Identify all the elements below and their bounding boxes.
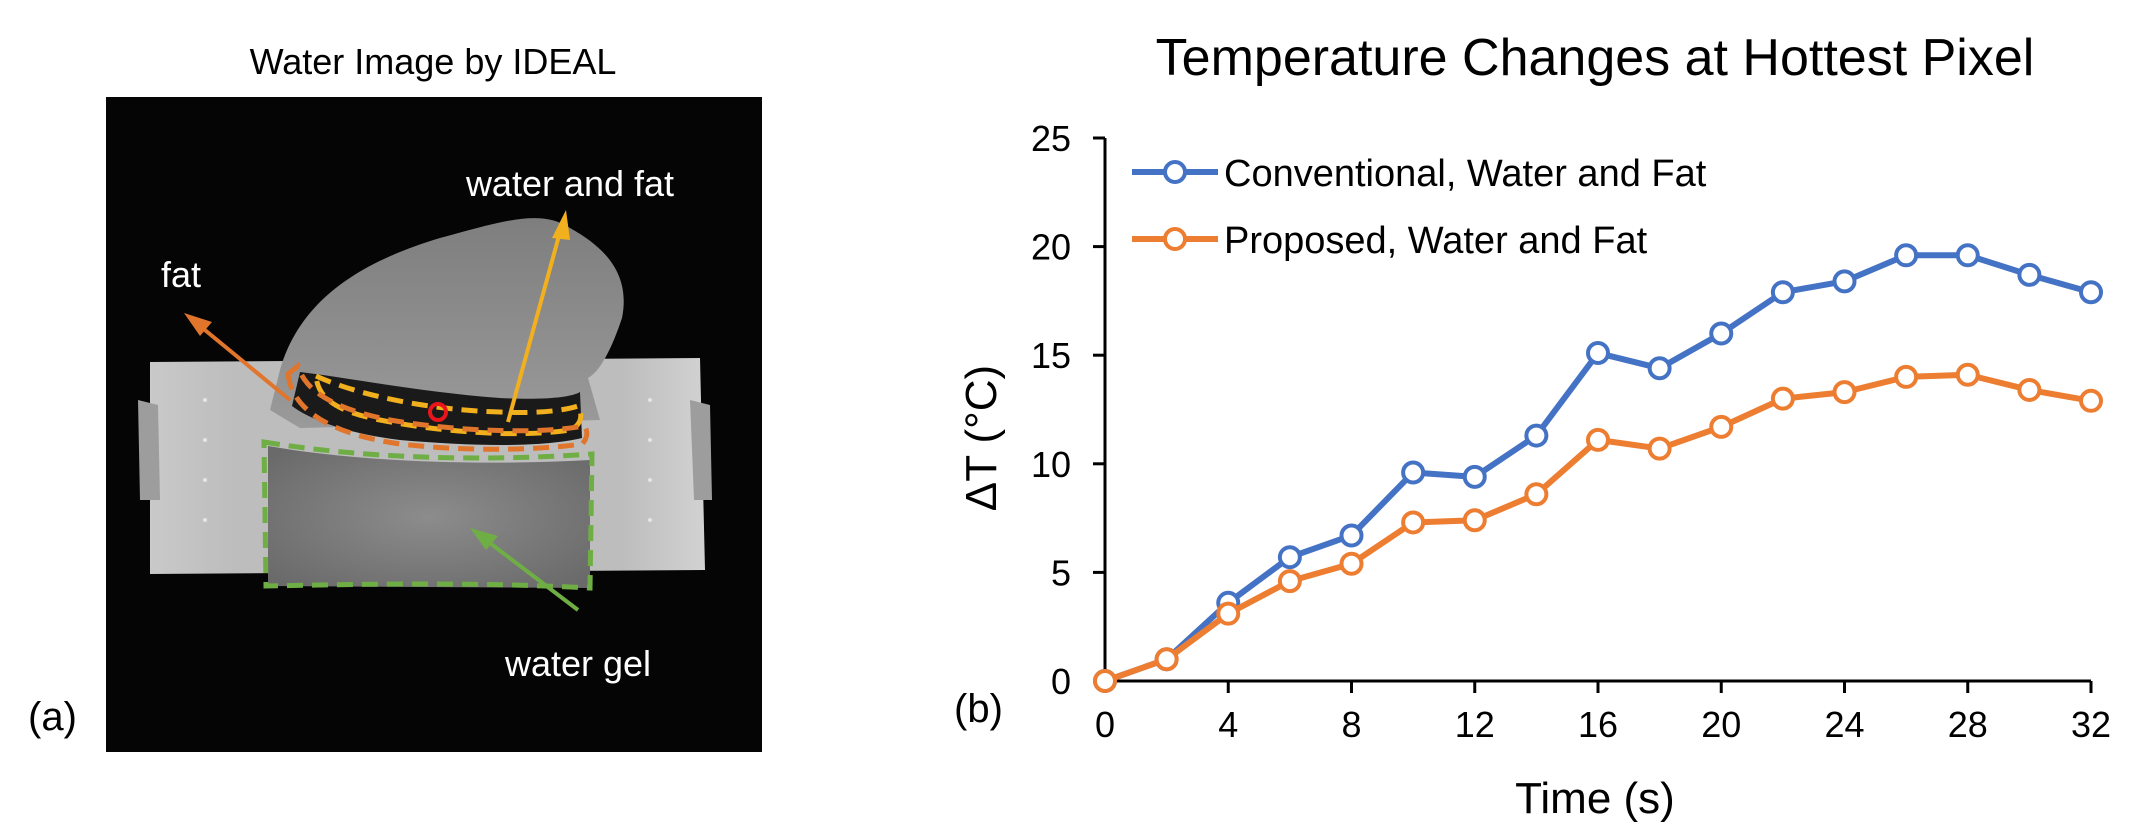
series-point xyxy=(1401,510,1426,535)
mri-slab-left-edge xyxy=(138,400,160,500)
arrow-water-gel xyxy=(470,528,580,612)
arrow-fat xyxy=(184,313,292,402)
mri-dot xyxy=(648,478,652,482)
series-point xyxy=(1586,341,1610,366)
arrow-fat-shaft xyxy=(198,324,292,402)
arrow-water-gel-head xyxy=(470,528,498,550)
panel-a: Water Image by IDEAL xyxy=(28,41,762,752)
mri-tissue xyxy=(270,218,624,428)
chart-b: Temperature Changes at Hottest Pixel (b)… xyxy=(954,29,2111,823)
legend-item: Proposed, Water and Fat xyxy=(1132,220,1648,262)
series-point xyxy=(1647,436,1672,461)
arrow-water-and-fat xyxy=(506,210,570,423)
series-line xyxy=(1104,371,2092,684)
legend-label: Conventional, Water and Fat xyxy=(1224,153,1707,195)
series-point xyxy=(1401,460,1426,485)
series-point xyxy=(2017,377,2042,402)
mri-dot xyxy=(203,518,207,522)
roi-water-gel xyxy=(261,439,595,591)
y-tick-label: 15 xyxy=(1031,335,1071,376)
mri-dot xyxy=(203,438,207,442)
series-point xyxy=(2079,280,2103,305)
series-point xyxy=(1894,243,1919,268)
mri-dots xyxy=(203,398,652,522)
series-2 xyxy=(1093,362,2103,693)
mri-dot xyxy=(648,398,652,402)
axis-ticks: 0 4 8 12 16 20 24 28 32 0 5 10 15 20 25 xyxy=(1031,118,2111,745)
x-tick-label: 4 xyxy=(1218,704,1238,745)
series-point xyxy=(1524,423,1549,448)
mri-dot xyxy=(203,398,207,402)
series-point xyxy=(1955,243,1980,268)
series-point xyxy=(2079,388,2103,413)
series-point xyxy=(1524,482,1549,507)
series-point xyxy=(1894,364,1919,389)
arrow-water-and-fat-shaft xyxy=(506,231,562,423)
mri-dot xyxy=(648,518,652,522)
series-point xyxy=(1832,269,1857,294)
y-axis-label: ΔT (°C) xyxy=(957,365,1006,511)
series-point xyxy=(1462,508,1487,533)
x-tick-label: 0 xyxy=(1095,704,1115,745)
series-layer xyxy=(1093,243,2103,693)
panel-b-label: (b) xyxy=(954,687,1003,731)
series-point xyxy=(2017,262,2042,287)
annotation-water-gel: water gel xyxy=(504,643,651,684)
mri-water-gel-region xyxy=(268,446,590,588)
series-point xyxy=(1770,386,1795,411)
mri-dot xyxy=(203,478,207,482)
series-point xyxy=(1709,414,1734,439)
series-point xyxy=(1586,427,1610,452)
series-point xyxy=(1154,647,1179,672)
annotation-fat: fat xyxy=(161,254,201,295)
chart-title: Temperature Changes at Hottest Pixel xyxy=(1156,29,2035,87)
panel-a-label: (a) xyxy=(28,695,77,739)
series-point xyxy=(1277,545,1302,570)
series-point xyxy=(1462,464,1487,489)
series-point xyxy=(1277,569,1302,594)
y-tick-label: 20 xyxy=(1031,227,1071,268)
mri-slab-right-edge xyxy=(690,400,712,500)
series-line xyxy=(1104,252,2092,684)
legend-swatch-marker xyxy=(1163,227,1187,251)
x-tick-label: 16 xyxy=(1578,704,1618,745)
arrow-fat-head xyxy=(184,313,212,336)
series-point xyxy=(1647,356,1672,381)
series-point xyxy=(1093,669,1117,693)
x-tick-label: 24 xyxy=(1824,704,1864,745)
x-axis-label: Time (s) xyxy=(1515,774,1675,823)
legend-label: Proposed, Water and Fat xyxy=(1224,220,1648,262)
legend-swatch-marker xyxy=(1163,160,1187,184)
mri-water-image xyxy=(106,97,762,752)
x-tick-label: 20 xyxy=(1701,704,1741,745)
series-point xyxy=(1339,523,1364,548)
legend-item: Conventional, Water and Fat xyxy=(1132,153,1707,195)
arrow-water-and-fat-head xyxy=(552,210,570,240)
series-point xyxy=(1955,362,1980,387)
y-tick-label: 10 xyxy=(1031,444,1071,485)
series-1 xyxy=(1093,243,2103,693)
arrow-water-gel-shaft xyxy=(484,538,580,612)
annotation-water-and-fat: water and fat xyxy=(465,163,674,204)
series-point xyxy=(1216,601,1241,626)
panel-a-title: Water Image by IDEAL xyxy=(250,41,617,82)
series-point xyxy=(1339,551,1364,576)
legend: Conventional, Water and Fat Proposed, Wat… xyxy=(1132,153,1707,262)
x-tick-label: 8 xyxy=(1341,704,1361,745)
y-tick-label: 0 xyxy=(1051,661,1071,702)
mri-dot xyxy=(648,438,652,442)
series-point xyxy=(1770,280,1795,305)
x-tick-label: 12 xyxy=(1455,704,1495,745)
hot-pixel-marker xyxy=(428,402,448,422)
x-tick-label: 32 xyxy=(2071,704,2111,745)
y-tick-label: 5 xyxy=(1051,552,1071,593)
roi-fat xyxy=(285,361,590,452)
y-tick-label: 25 xyxy=(1031,118,1071,159)
series-point xyxy=(1709,321,1734,346)
x-tick-label: 28 xyxy=(1948,704,1988,745)
series-point xyxy=(1832,380,1857,405)
